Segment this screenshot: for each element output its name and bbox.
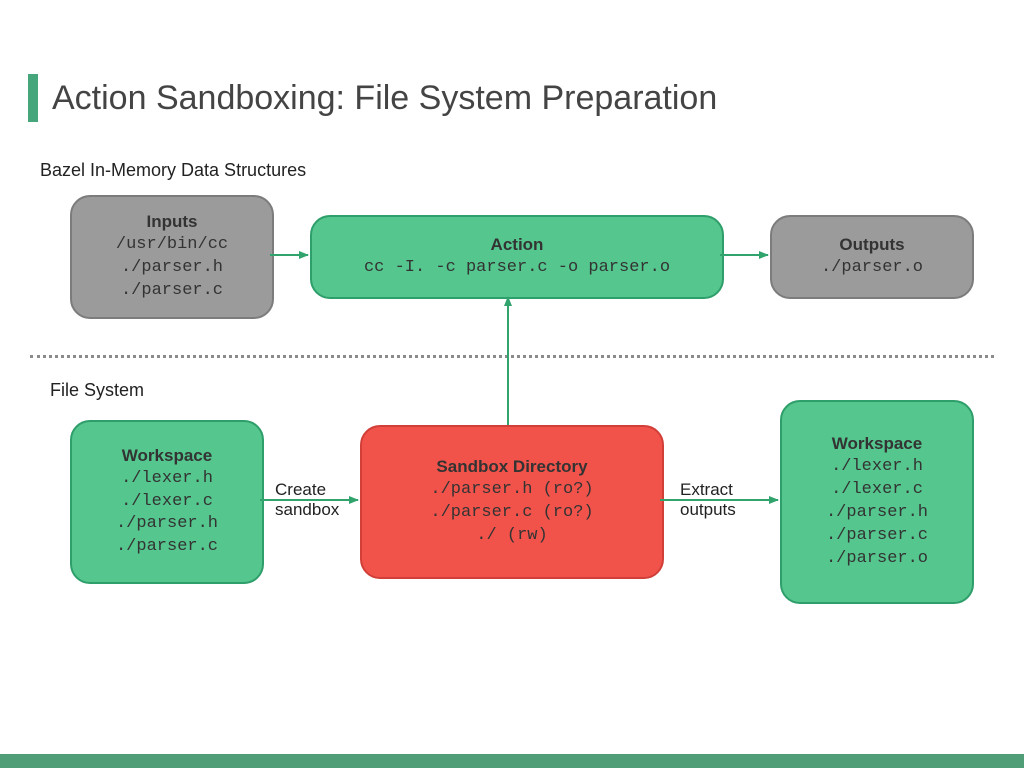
box-outputs: Outputs ./parser.o [770, 215, 974, 299]
section-label-bottom: File System [50, 380, 144, 401]
edge-label-extract-outputs: Extract outputs [680, 480, 736, 521]
box-sandbox-line: ./parser.c (ro?) [430, 502, 593, 525]
box-inputs: Inputs /usr/bin/cc ./parser.h ./parser.c [70, 195, 274, 319]
box-outputs-line: ./parser.o [821, 257, 923, 280]
edge-label-create-sandbox: Create sandbox [275, 480, 339, 521]
box-outputs-title: Outputs [839, 234, 904, 257]
box-workspace-left-line: ./parser.h [116, 513, 218, 536]
section-label-top: Bazel In-Memory Data Structures [40, 160, 306, 181]
box-inputs-line: ./parser.h [121, 257, 223, 280]
box-workspace-right: Workspace ./lexer.h ./lexer.c ./parser.h… [780, 400, 974, 604]
box-workspace-right-line: ./parser.c [826, 525, 928, 548]
edge-label-line: Create [275, 480, 339, 500]
box-workspace-right-line: ./lexer.c [831, 479, 923, 502]
edge-label-line: sandbox [275, 500, 339, 520]
footer-bar [0, 754, 1024, 768]
box-workspace-right-line: ./lexer.h [831, 456, 923, 479]
edge-label-line: Extract [680, 480, 736, 500]
dotted-separator [30, 355, 994, 358]
box-sandbox-line: ./parser.h (ro?) [430, 479, 593, 502]
box-workspace-right-line: ./parser.o [826, 548, 928, 571]
title-accent-bar [28, 74, 38, 122]
box-inputs-title: Inputs [147, 211, 198, 234]
box-action: Action cc -I. -c parser.c -o parser.o [310, 215, 724, 299]
box-action-line: cc -I. -c parser.c -o parser.o [364, 257, 670, 280]
box-workspace-left-line: ./lexer.h [121, 468, 213, 491]
title-text: Action Sandboxing: File System Preparati… [52, 79, 717, 118]
box-workspace-left-title: Workspace [122, 445, 212, 468]
box-workspace-right-title: Workspace [832, 433, 922, 456]
box-inputs-line: /usr/bin/cc [116, 234, 228, 257]
box-workspace-left-line: ./parser.c [116, 536, 218, 559]
slide-title: Action Sandboxing: File System Preparati… [28, 74, 717, 122]
box-sandbox-title: Sandbox Directory [436, 456, 587, 479]
edge-label-line: outputs [680, 500, 736, 520]
box-sandbox-line: ./ (rw) [476, 525, 547, 548]
box-action-title: Action [491, 234, 544, 257]
box-workspace-right-line: ./parser.h [826, 502, 928, 525]
box-workspace-left: Workspace ./lexer.h ./lexer.c ./parser.h… [70, 420, 264, 584]
box-sandbox-directory: Sandbox Directory ./parser.h (ro?) ./par… [360, 425, 664, 579]
box-inputs-line: ./parser.c [121, 280, 223, 303]
box-workspace-left-line: ./lexer.c [121, 491, 213, 514]
